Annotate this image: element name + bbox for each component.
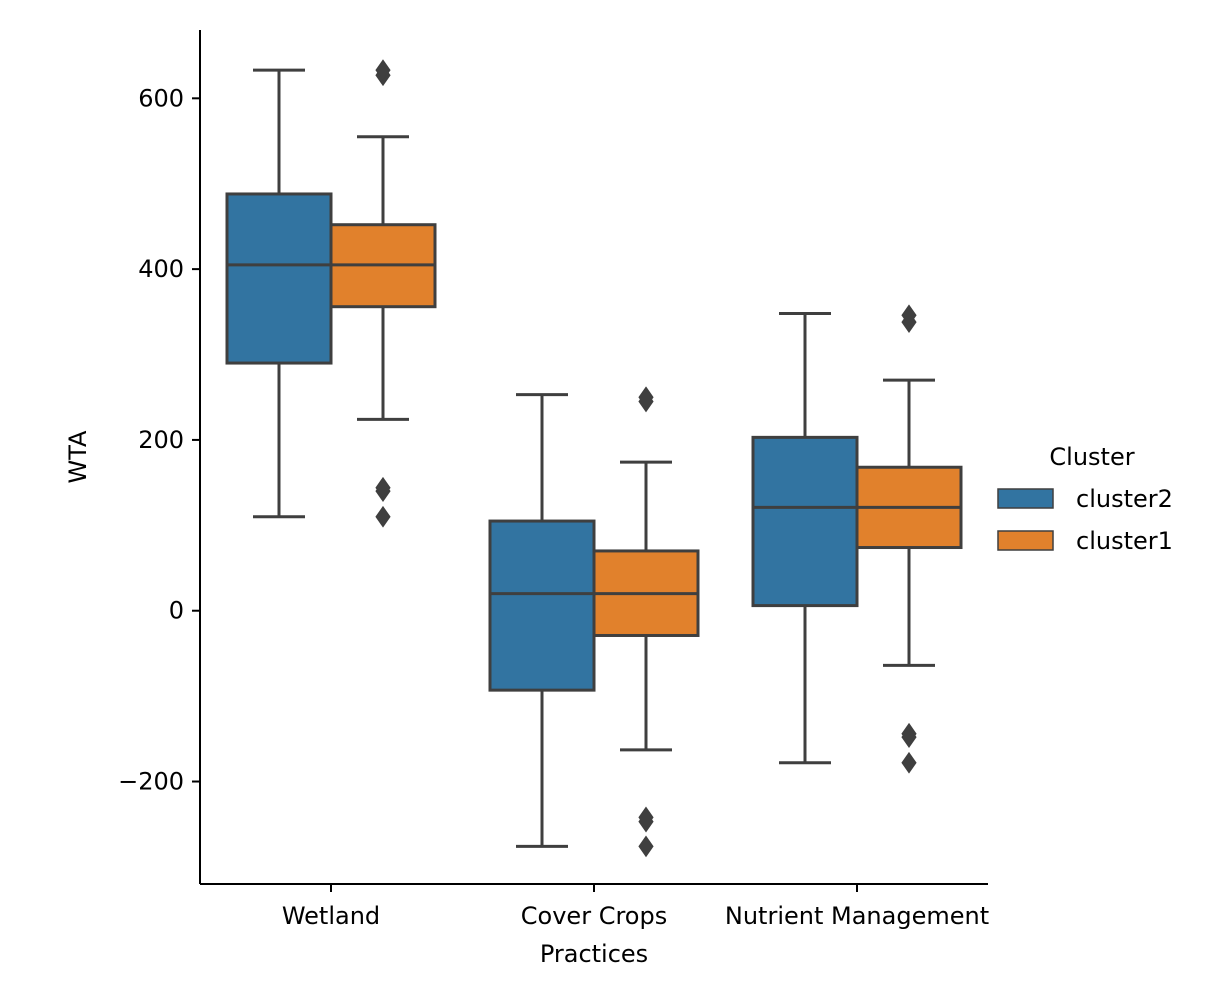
legend-swatch [997, 530, 1054, 551]
box-rect [225, 192, 333, 365]
x-axis-title: Practices [540, 940, 648, 968]
box-group [592, 386, 700, 858]
legend: Cluster cluster2 cluster1 [997, 443, 1173, 555]
outlier-point [901, 722, 917, 745]
x-ticks: Wetland Cover Crops Nutrient Management [282, 884, 989, 930]
outlier-point [638, 835, 654, 858]
outlier-point [375, 59, 391, 82]
x-tick-label: Wetland [282, 902, 380, 930]
box-group [225, 68, 333, 519]
y-ticks: −200 0 200 400 600 [118, 84, 200, 796]
legend-label: cluster2 [1076, 485, 1173, 513]
outlier-point [638, 806, 654, 829]
y-tick-label: 600 [138, 84, 184, 112]
x-tick-label: Nutrient Management [725, 902, 989, 930]
box-group [751, 312, 859, 765]
outlier-point [638, 386, 654, 409]
y-axis-title: WTA [64, 430, 92, 484]
legend-swatch [997, 488, 1054, 509]
box-group [329, 59, 437, 528]
outlier-point [901, 751, 917, 774]
box-rect [751, 435, 859, 608]
box-group [488, 393, 596, 848]
y-tick-label: 400 [138, 255, 184, 283]
boxes-layer [225, 59, 963, 858]
outlier-point [375, 505, 391, 528]
legend-label: cluster1 [1076, 527, 1173, 555]
outlier-point [901, 304, 917, 327]
y-tick-label: 0 [169, 597, 184, 625]
outlier-point [375, 476, 391, 499]
box-rect [488, 519, 596, 692]
y-tick-label: −200 [118, 768, 184, 796]
legend-title: Cluster [1049, 443, 1134, 471]
x-tick-label: Cover Crops [521, 902, 667, 930]
box-group [855, 304, 963, 774]
y-tick-label: 200 [138, 426, 184, 454]
